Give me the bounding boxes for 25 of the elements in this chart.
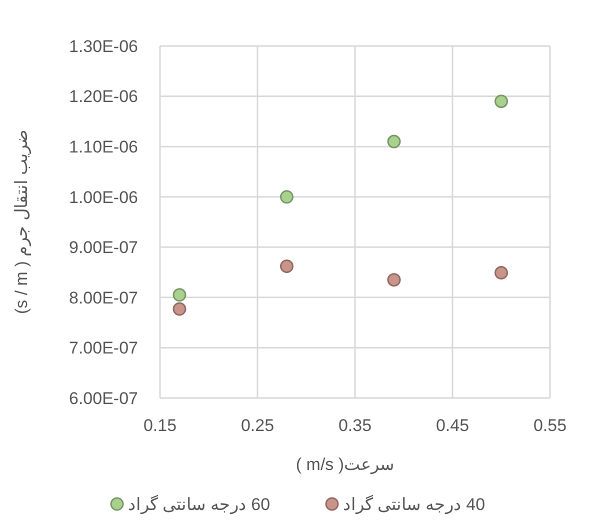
point: [387, 273, 401, 287]
y-tick-label: 7.00E-07: [69, 338, 138, 358]
point: [280, 190, 294, 204]
x-axis-title: سرعت( m/s ): [296, 455, 394, 475]
point: [172, 302, 186, 316]
y-tick-label: 1.20E-06: [69, 87, 138, 106]
x-tick-label: 0.55: [533, 416, 567, 435]
x-tick-label: 0.15: [143, 416, 177, 435]
point: [172, 288, 186, 302]
point: [494, 94, 508, 108]
x-tick-label: 0.35: [338, 416, 372, 435]
point: [494, 266, 508, 280]
legend-label: 40 درجه سانتی گراد: [343, 494, 486, 515]
y-tick-label: 1.30E-06: [69, 36, 138, 56]
x-tick-label: 0.45: [436, 416, 470, 435]
y-axis-title: ضریب انتقال جرم ( s / m): [12, 130, 32, 314]
y-tick-label: 8.00E-07: [69, 288, 138, 308]
y-tick-label: 1.00E-06: [69, 188, 138, 207]
point: [387, 134, 401, 148]
y-tick-label: 1.10E-06: [69, 138, 138, 157]
y-tick-label: 6.00E-07: [69, 388, 138, 408]
point: [280, 260, 294, 273]
legend-label: 60 درجه سانتی گراد: [128, 494, 270, 515]
x-tick-label: 0.25: [240, 416, 274, 435]
y-tick-label: 9.00E-07: [69, 238, 138, 258]
